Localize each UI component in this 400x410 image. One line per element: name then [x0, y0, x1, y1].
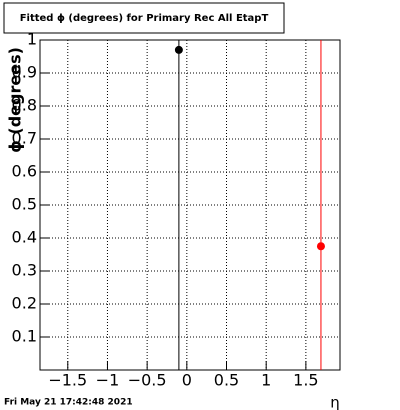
y-tick-label: 0.1 — [12, 327, 37, 346]
x-tick-label: 1 — [261, 371, 271, 390]
x-axis-label: η — [330, 394, 340, 410]
point — [316, 242, 325, 251]
x-tick-label: 1.5 — [293, 371, 318, 390]
y-tick-label: 0.8 — [12, 96, 37, 115]
x-tick-label: −1 — [96, 371, 120, 390]
x-tick-label: 0.5 — [214, 371, 239, 390]
x-tick-label: −0.5 — [128, 371, 167, 390]
x-tick-label: 0 — [182, 371, 192, 390]
footer: Fri May 21 17:42:48 2021 — [4, 398, 133, 408]
y-tick-label: 0.5 — [12, 195, 37, 214]
y-tick-label: 0.2 — [12, 294, 37, 313]
y-axis-label: ϕ (degrees) — [6, 47, 25, 153]
x-tick-label: −1.5 — [48, 371, 87, 390]
y-tick-label: 0.3 — [12, 261, 37, 280]
chart-title: Fitted ϕ (degrees) for Primary Rec All E… — [20, 13, 269, 24]
title-box — [3, 2, 285, 34]
point — [174, 45, 183, 54]
y-tick-label: 1 — [27, 30, 37, 49]
y-tick-label: 0.6 — [12, 162, 37, 181]
y-tick-label: 0.4 — [12, 228, 37, 247]
y-tick-label: 0.9 — [12, 63, 37, 82]
y-tick-label: 0.7 — [12, 129, 37, 148]
